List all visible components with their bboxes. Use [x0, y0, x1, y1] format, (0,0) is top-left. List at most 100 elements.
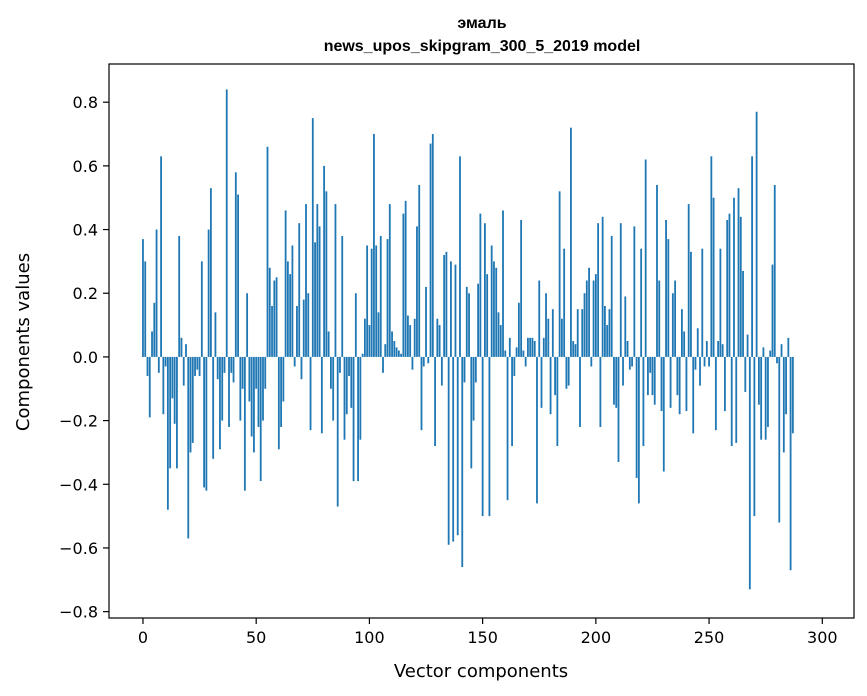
bar [459, 156, 461, 357]
bar [440, 356, 443, 386]
bar [266, 146, 269, 357]
bar [445, 251, 448, 357]
bar [644, 159, 647, 357]
bar [209, 188, 212, 357]
bar [579, 356, 581, 427]
bar [524, 356, 527, 367]
bar [160, 156, 162, 357]
bar [590, 356, 593, 367]
bar [683, 331, 686, 357]
bar [690, 251, 692, 357]
bar [253, 356, 255, 453]
bar [642, 356, 645, 447]
bar [490, 245, 493, 357]
bar [714, 356, 717, 431]
bar [538, 280, 541, 357]
bar [626, 341, 629, 357]
bar [696, 328, 699, 357]
bar [228, 356, 230, 427]
bar [771, 264, 774, 357]
bar [257, 356, 260, 427]
y-tick-label: 0.8 [73, 93, 98, 112]
bar [513, 356, 516, 377]
bar [216, 356, 219, 380]
y-tick-label: 0.2 [73, 284, 98, 303]
bar [760, 356, 763, 440]
bar [359, 356, 362, 440]
bar [651, 356, 654, 396]
bar [298, 223, 301, 357]
bar [782, 356, 785, 453]
bar [746, 334, 749, 357]
bar [345, 356, 348, 415]
bar [214, 312, 217, 357]
bar [395, 347, 398, 357]
bar [744, 356, 747, 392]
bar [391, 331, 393, 357]
bar [739, 216, 742, 357]
bar [468, 293, 470, 357]
bar [302, 299, 305, 357]
y-axis: −0.8 −0.6 −0.4 −0.2 0.0 0.2 0.4 0.6 0.8 [59, 93, 109, 622]
bar [223, 356, 226, 373]
bar [742, 270, 744, 357]
bar [536, 356, 538, 504]
bar [341, 235, 344, 357]
bar [465, 286, 468, 357]
bar [633, 226, 636, 357]
bar [615, 356, 618, 408]
bar [735, 356, 738, 443]
bar [497, 312, 500, 357]
bar [237, 194, 239, 357]
bar [309, 356, 312, 431]
bar [146, 356, 149, 377]
bar [479, 213, 482, 357]
bar [791, 356, 794, 434]
bar [701, 248, 704, 357]
bar [685, 356, 688, 412]
bar [787, 337, 790, 357]
bar [570, 127, 572, 357]
bar [153, 302, 156, 357]
bar [613, 356, 615, 405]
bar [527, 337, 529, 357]
bar [339, 356, 341, 373]
bar [737, 188, 740, 357]
bar [617, 356, 620, 462]
bar [282, 356, 285, 402]
bar [728, 213, 731, 357]
bar [508, 337, 511, 357]
bar [717, 341, 720, 357]
bar [606, 325, 609, 357]
bar [162, 356, 165, 415]
bar [438, 325, 441, 357]
bar [277, 356, 280, 450]
bar [724, 356, 726, 412]
bar [148, 356, 151, 418]
bar [667, 239, 670, 357]
bar [601, 216, 604, 357]
bar [665, 220, 667, 357]
bar [284, 210, 287, 357]
bar [635, 356, 638, 478]
bar [363, 318, 366, 357]
y-tick-label: −0.6 [59, 539, 98, 558]
bar [427, 356, 430, 364]
bar [454, 264, 457, 357]
bar [336, 356, 339, 507]
bar [574, 344, 577, 357]
bar [486, 274, 489, 357]
x-tick-label: 200 [581, 628, 612, 647]
bar [173, 356, 176, 424]
bar [678, 356, 681, 415]
bar [411, 356, 414, 370]
bar [334, 204, 337, 357]
bar [182, 356, 185, 386]
bar [200, 261, 203, 357]
bar [733, 197, 735, 357]
bar [416, 226, 418, 357]
x-axis: 0 50 100 150 200 250 300 [138, 618, 838, 647]
bar [588, 267, 590, 357]
bar [778, 356, 781, 523]
bar [271, 305, 273, 357]
